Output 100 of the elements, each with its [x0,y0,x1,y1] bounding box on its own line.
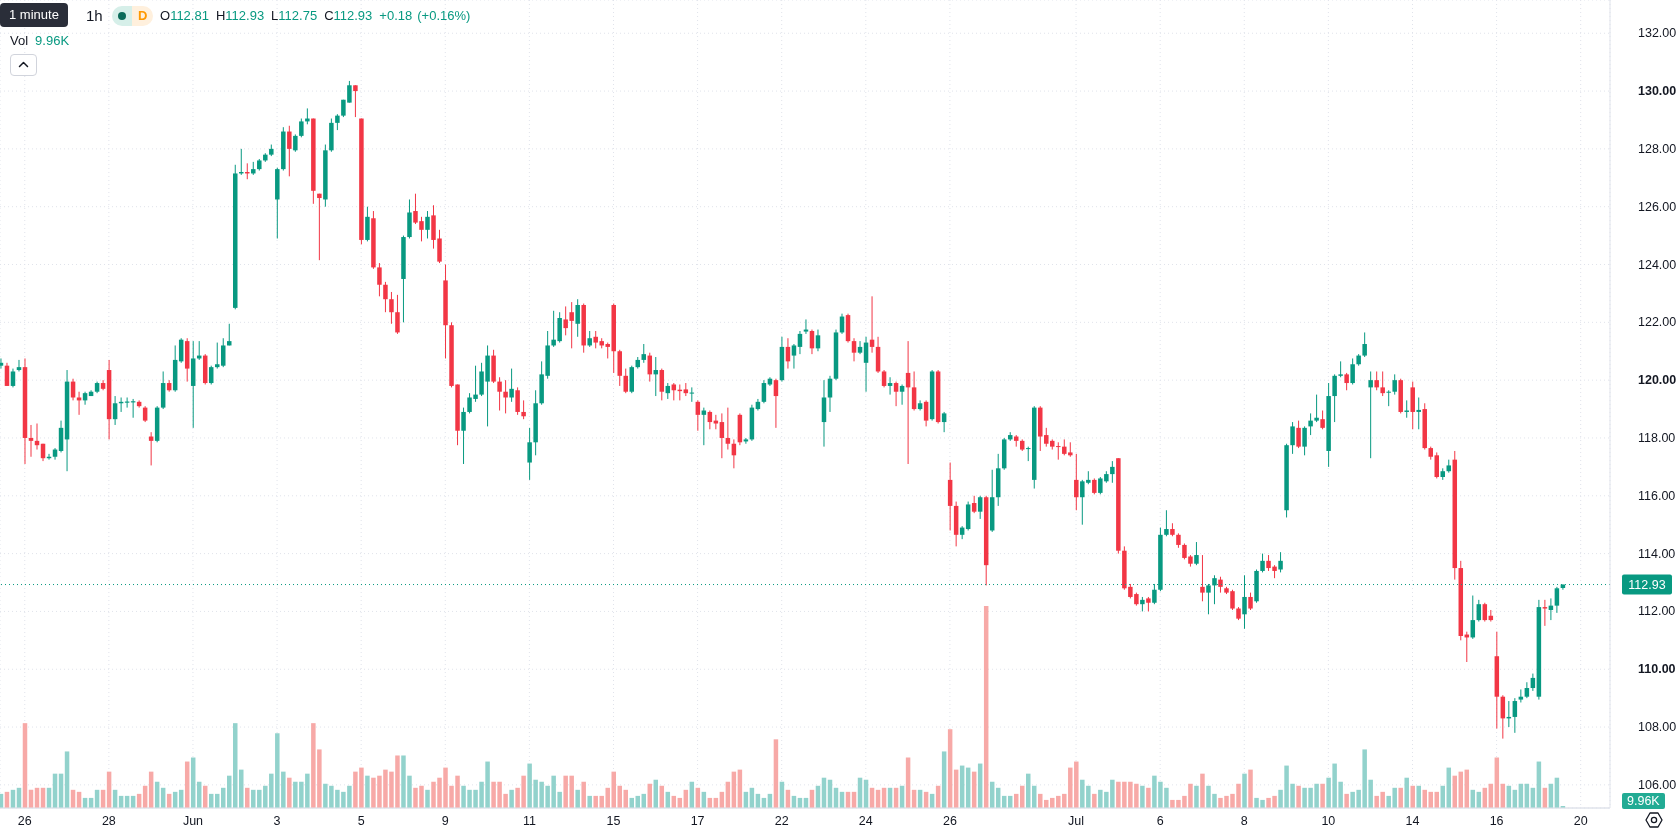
x-tick-label: 24 [858,813,873,828]
x-tick-label: 20 [1573,813,1588,828]
bar [425,789,430,808]
candlestick [214,342,220,370]
candlestick [377,262,382,297]
candlestick [395,294,400,335]
candlestick [383,281,388,313]
x-tick-label: 3 [273,813,281,828]
annotation: D [132,6,154,26]
bar [287,777,292,808]
x-tick-label: 15 [606,813,621,828]
bar [1320,783,1325,808]
candlestick [893,381,899,407]
candlestick [1518,688,1524,703]
bar [1146,787,1151,808]
annotation: Vol 9.96K [10,33,70,48]
text: 9.96K [1622,793,1665,809]
bar [1248,769,1253,808]
bar [1416,785,1421,808]
candlestick [917,399,923,411]
y-tick-label: 132.00 [1638,26,1677,41]
candlestick [1416,397,1421,430]
x-tick-label: Jul [1068,813,1085,828]
bar [1194,785,1199,808]
candlestick [317,193,322,261]
candlestick [1350,357,1355,385]
candlestick [1290,421,1295,455]
candlestick [857,340,863,355]
bar [365,775,370,808]
bar [1140,785,1145,808]
x-tick-label: 6 [1156,813,1164,828]
candlestick [521,399,526,420]
candlestick [575,298,580,338]
candlestick [527,427,532,481]
candlestick [911,370,917,411]
y-tick-label: 118.00 [1638,430,1676,445]
candlestick [1554,586,1560,614]
x-tick-label: 26 [17,813,32,828]
x-tick-label: 9 [441,813,449,828]
y-tick-label: 116.00 [1638,488,1676,503]
annotation: 1 minute [0,3,68,27]
x-tick-label: Jun [182,813,204,828]
candlestick [509,368,514,403]
text: O112.81 H112.93 L112.75 C112.93 +0.18 (+0.16%) [160,8,471,23]
candlestick [941,411,947,433]
bar [581,781,586,808]
x-tick-label: 14 [1405,813,1420,828]
candlestick [1320,410,1325,430]
bar [1032,785,1037,808]
bar [245,787,250,808]
candlestick [1434,451,1439,479]
bar [1410,785,1415,808]
bar [1242,773,1247,808]
candlestick [28,424,34,458]
y-tick-label: 108.00 [1638,720,1677,735]
y-tick-label: 106.00 [1638,777,1677,792]
candlestick [515,386,520,416]
candlestick [353,84,358,118]
candlestick [1110,460,1115,484]
candlestick [1194,541,1199,566]
candlestick [1314,394,1319,423]
candlestick [623,368,628,394]
candlestick [791,343,797,370]
candlestick [503,379,508,414]
candlestick [851,337,857,362]
bar [1092,793,1097,808]
y-tick-label: 110.00 [1638,662,1676,677]
candlestick [10,368,16,388]
candlestick [1260,553,1265,573]
candlestick [1386,389,1391,407]
candlestick [725,407,731,451]
bar [1398,787,1403,808]
candlestick [1368,370,1373,459]
bar [587,795,592,808]
candlestick [1542,599,1548,627]
candlestick [287,125,292,177]
candlestick [1380,370,1385,397]
bar [1200,773,1205,808]
x-tick-label: 8 [1240,813,1248,828]
candlestick [299,118,304,138]
candlestick [899,383,905,406]
x-tick-label: 11 [522,813,536,828]
ref-line-label: 112.93 [1628,577,1666,592]
candlestick [887,376,893,396]
candlestick [1164,509,1169,537]
x-tick-label: 5 [357,813,365,828]
x-tick-label: 17 [690,813,705,828]
candlestick [1392,373,1397,396]
candlestick [365,206,370,242]
candlestick [76,391,82,416]
bar [575,789,580,808]
candlestick [220,337,226,368]
y-tick-label: 130.00 [1638,84,1677,99]
candlestick [1302,425,1307,456]
x-tick-label: 16 [1489,813,1504,828]
y-tick-label: 112.00 [1638,604,1676,619]
x-tick-label: 22 [774,813,789,828]
text: 1h [86,6,103,26]
candlestick [1332,373,1337,423]
bar [1404,777,1409,808]
